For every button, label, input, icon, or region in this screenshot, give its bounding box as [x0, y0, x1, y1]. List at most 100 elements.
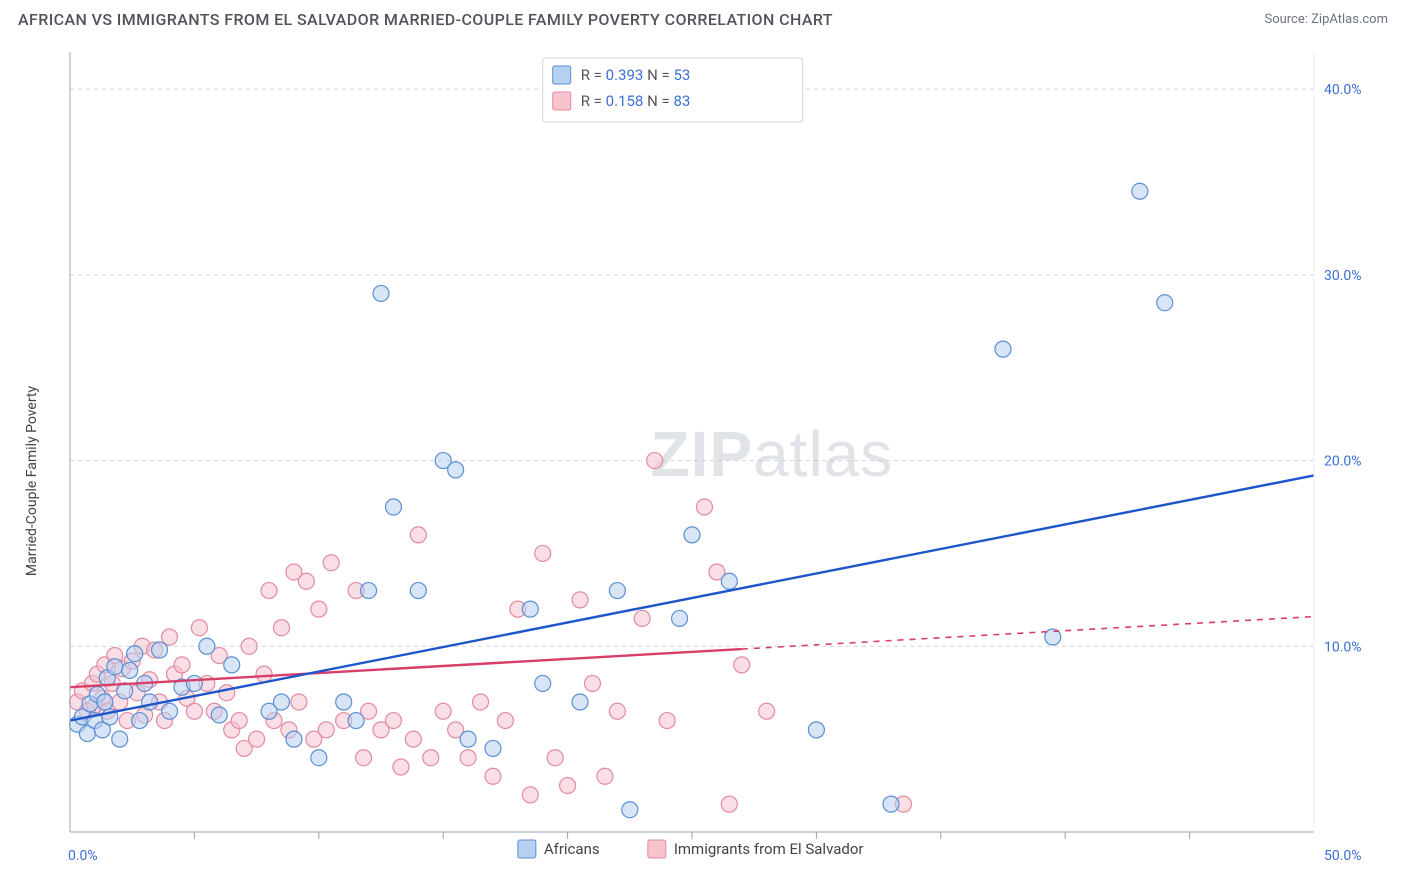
- data-point: [385, 713, 401, 729]
- data-point: [323, 555, 339, 571]
- data-point: [348, 713, 364, 729]
- data-point: [174, 657, 190, 673]
- data-point: [808, 722, 824, 738]
- data-point: [734, 657, 750, 673]
- scatter-chart-svg: ZIPatlas 10.0% 20.0% 30.0% 40.0% 0.0% 50.0% Mar…: [14, 40, 1392, 878]
- data-point: [423, 750, 439, 766]
- data-point: [318, 722, 334, 738]
- data-point: [485, 768, 501, 784]
- data-point: [572, 694, 588, 710]
- data-point: [273, 694, 289, 710]
- data-point: [696, 499, 712, 515]
- data-point: [385, 499, 401, 515]
- data-point: [535, 675, 551, 691]
- data-point: [405, 731, 421, 747]
- data-point: [535, 545, 551, 561]
- data-point: [659, 713, 675, 729]
- legend-swatch: [648, 840, 666, 858]
- data-point: [672, 610, 688, 626]
- y-tick-label: 20.0%: [1324, 454, 1362, 470]
- legend-stat: R = 0.158 N = 83: [581, 92, 691, 110]
- data-point: [142, 694, 158, 710]
- data-point: [311, 601, 327, 617]
- data-point: [460, 731, 476, 747]
- data-point: [721, 573, 737, 589]
- data-point: [219, 685, 235, 701]
- data-point: [1157, 295, 1173, 311]
- data-point: [721, 796, 737, 812]
- data-point: [191, 620, 207, 636]
- data-point: [410, 527, 426, 543]
- trend-line-extrapolated: [742, 617, 1314, 649]
- data-point: [186, 675, 202, 691]
- legend-swatch: [518, 840, 536, 858]
- data-point: [298, 573, 314, 589]
- data-point: [995, 341, 1011, 357]
- x-tick-label: 50.0%: [1324, 848, 1362, 864]
- data-point: [186, 703, 202, 719]
- data-point: [684, 527, 700, 543]
- data-point: [448, 462, 464, 478]
- data-point: [634, 610, 650, 626]
- data-point: [249, 731, 265, 747]
- data-point: [609, 583, 625, 599]
- data-point: [231, 713, 247, 729]
- data-point: [609, 703, 625, 719]
- data-point: [647, 453, 663, 469]
- data-point: [547, 750, 563, 766]
- y-tick-label: 10.0%: [1324, 639, 1362, 655]
- data-point: [361, 583, 377, 599]
- data-point: [622, 802, 638, 818]
- data-point: [410, 583, 426, 599]
- data-point: [460, 750, 476, 766]
- data-point: [162, 703, 178, 719]
- data-point: [107, 659, 123, 675]
- data-point: [336, 694, 352, 710]
- data-point: [497, 713, 513, 729]
- x-tick-label: 0.0%: [68, 848, 98, 864]
- data-point: [112, 731, 128, 747]
- data-point: [211, 707, 227, 723]
- data-point: [597, 768, 613, 784]
- chart-source: Source: ZipAtlas.com: [1264, 12, 1388, 27]
- y-axis-label: Married-Couple Family Poverty: [24, 386, 40, 577]
- data-point: [373, 285, 389, 301]
- data-point: [522, 601, 538, 617]
- trend-line: [70, 475, 1314, 720]
- data-point: [132, 713, 148, 729]
- data-point: [572, 592, 588, 608]
- data-point: [127, 646, 143, 662]
- data-point: [286, 731, 302, 747]
- legend-label: Africans: [544, 840, 600, 858]
- data-point: [311, 750, 327, 766]
- data-point: [261, 583, 277, 599]
- data-point: [273, 620, 289, 636]
- data-point: [152, 642, 168, 658]
- data-point: [522, 787, 538, 803]
- data-point: [291, 694, 307, 710]
- data-point: [224, 657, 240, 673]
- data-point: [1132, 183, 1148, 199]
- data-point: [122, 662, 138, 678]
- chart-title: AFRICAN VS IMMIGRANTS FROM EL SALVADOR M…: [18, 10, 833, 29]
- data-point: [485, 740, 501, 756]
- data-point: [759, 703, 775, 719]
- legend-label: Immigrants from El Salvador: [674, 840, 864, 858]
- y-tick-label: 30.0%: [1324, 268, 1362, 284]
- data-point: [356, 750, 372, 766]
- legend-swatch: [553, 92, 571, 110]
- chart-area: ZIPatlas 10.0% 20.0% 30.0% 40.0% 0.0% 50.0% Mar…: [14, 40, 1392, 878]
- legend-swatch: [553, 66, 571, 84]
- data-point: [560, 778, 576, 794]
- data-point: [393, 759, 409, 775]
- data-point: [473, 694, 489, 710]
- y-tick-label: 40.0%: [1324, 82, 1362, 98]
- data-point: [256, 666, 272, 682]
- data-point: [97, 694, 113, 710]
- data-point: [435, 703, 451, 719]
- legend-stat: R = 0.393 N = 53: [581, 66, 691, 84]
- data-point: [883, 796, 899, 812]
- data-point: [584, 675, 600, 691]
- data-point: [199, 638, 215, 654]
- watermark: ZIPatlas: [651, 418, 894, 490]
